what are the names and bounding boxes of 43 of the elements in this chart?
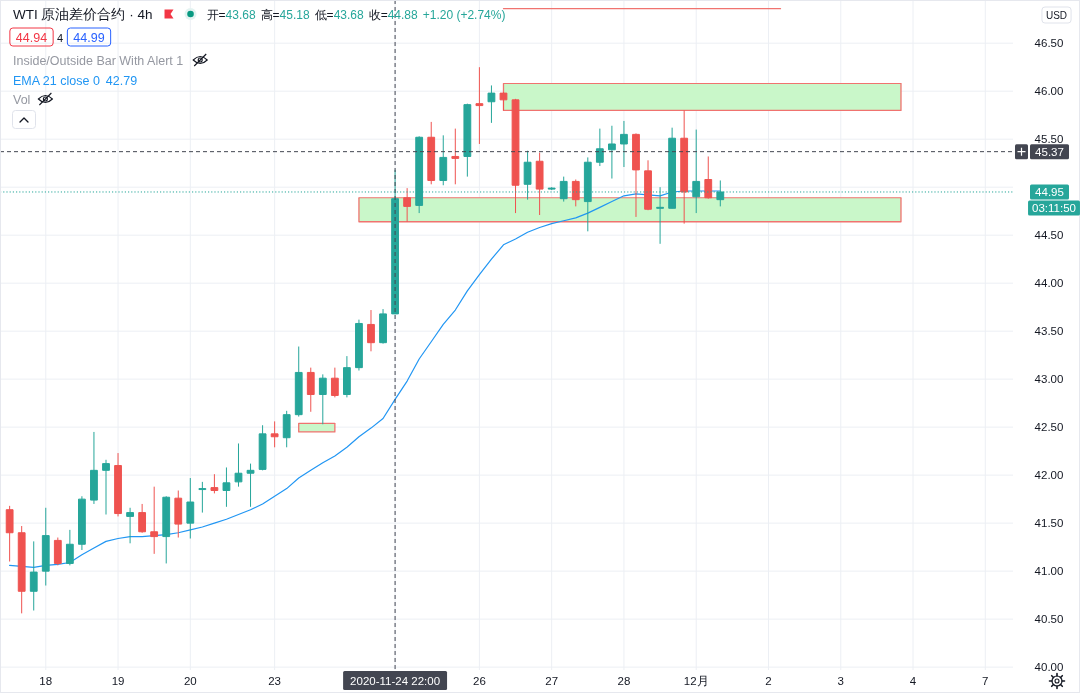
x-tick-label: 12月 (683, 674, 709, 687)
x-tick-label: 28 (617, 674, 631, 687)
y-tick-label: 42.00 (1034, 469, 1064, 482)
annotation: 开=43.68 (206, 7, 256, 22)
y-axis-title: USD (1045, 10, 1068, 21)
annotation: 低=43.68 (314, 7, 364, 22)
text: WTI 原油差价合约 · 4h (13, 7, 153, 22)
x-tick-label: 4 (909, 674, 917, 687)
x-tick-label: 7 (982, 674, 989, 687)
x-tick-label: 23 (268, 674, 282, 687)
y-tick-label: 46.00 (1034, 85, 1064, 98)
y-tick-label: 40.50 (1034, 613, 1064, 626)
y-tick-label: 41.00 (1034, 565, 1064, 578)
y-tick-label: 42.50 (1034, 421, 1064, 434)
annotation: 高=45.18 (260, 7, 310, 22)
annotation: 44.94 (15, 30, 48, 45)
x-tick-label: 18 (39, 674, 53, 687)
x-tick-label: 2 (765, 674, 772, 687)
x-tick-label: 26 (473, 674, 486, 687)
x-tick-label: 19 (111, 674, 125, 687)
annotation: Inside/Outside Bar With Alert 1 (13, 53, 184, 68)
annotation: 42.79 (105, 73, 138, 88)
x-tick-label: 3 (837, 674, 844, 687)
y-tick-label: 40.00 (1034, 661, 1064, 674)
annotation: 收=44.88 (368, 7, 419, 22)
annotation: 4 (56, 31, 64, 44)
x-tick-label: 2020-11-24 22:00 (350, 674, 441, 687)
text: 03:11:50 (1032, 201, 1076, 214)
y-tick-label: 45.50 (1034, 133, 1064, 146)
y-tick-label: 46.50 (1034, 37, 1064, 50)
y-tick-label: 44.00 (1034, 277, 1064, 290)
y-tick-label: 44.50 (1034, 229, 1064, 242)
annotation: Vol (13, 92, 31, 107)
ref-line-label: 45.37 (1035, 145, 1064, 158)
y-tick-label: 41.50 (1034, 517, 1064, 530)
annotation: 44.99 (73, 30, 105, 45)
x-tick-label: 20 (183, 674, 197, 687)
text: EMA 21 close 0 (13, 73, 100, 88)
y-tick-label: 43.00 (1034, 373, 1064, 386)
x-tick-label: 27 (545, 674, 559, 687)
annotation: +1.20 (+2.74%) (422, 7, 506, 22)
y-tick-label: 43.50 (1034, 325, 1064, 338)
ref-line-label: 44.95 (1035, 185, 1064, 198)
